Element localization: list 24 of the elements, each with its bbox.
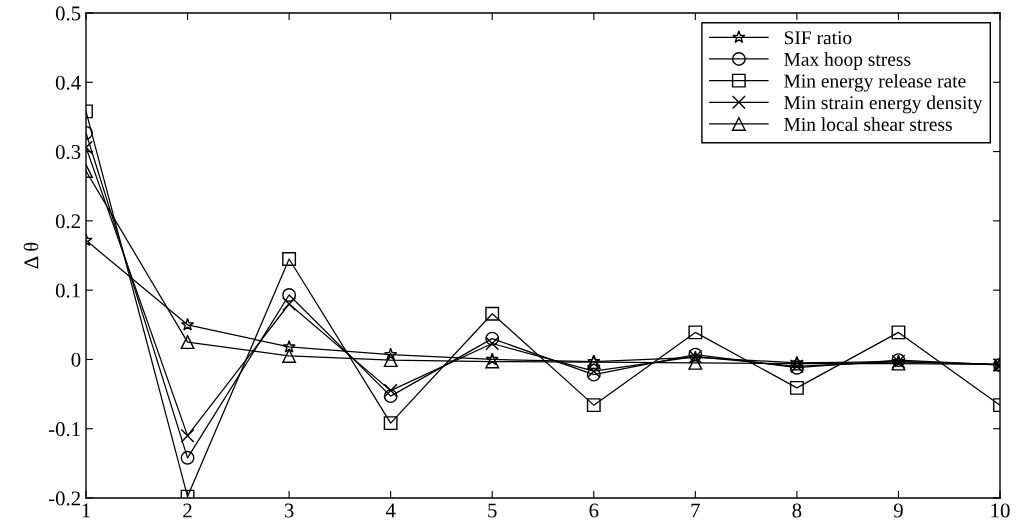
x-tick-label: 5 — [488, 503, 497, 518]
y-tick-label: 0.2 — [55, 214, 80, 229]
x-tick-label: 2 — [183, 503, 192, 518]
y-tick-label: -0.1 — [48, 422, 80, 437]
legend-label: Max hoop stress — [784, 52, 911, 70]
x-tick-label: 3 — [284, 503, 294, 518]
legend-label: Min strain energy density — [784, 95, 983, 114]
legend-label: SIF ratio — [784, 31, 852, 45]
y-tick-label: 0.3 — [55, 144, 81, 160]
x-tick-label: 7 — [691, 503, 700, 518]
y-axis-title: Δ θ — [23, 242, 39, 269]
y-tick-label: -0.2 — [48, 491, 80, 506]
y-tick-label: 0 — [71, 352, 81, 367]
x-tick-label: 9 — [893, 503, 903, 518]
x-tick-label: 4 — [385, 503, 396, 518]
legend-label: Min energy release rate — [784, 73, 966, 92]
y-tick-label: 0.1 — [55, 283, 80, 298]
legend-label: Min local shear stress — [784, 117, 952, 131]
x-tick-label: 8 — [792, 503, 802, 518]
y-tick-label: 0.5 — [55, 6, 81, 21]
x-tick-label: 6 — [589, 503, 599, 518]
y-tick-label: 0.4 — [55, 75, 81, 90]
x-tick-label: 10 — [991, 503, 1010, 518]
x-tick-label: 1 — [82, 503, 90, 518]
